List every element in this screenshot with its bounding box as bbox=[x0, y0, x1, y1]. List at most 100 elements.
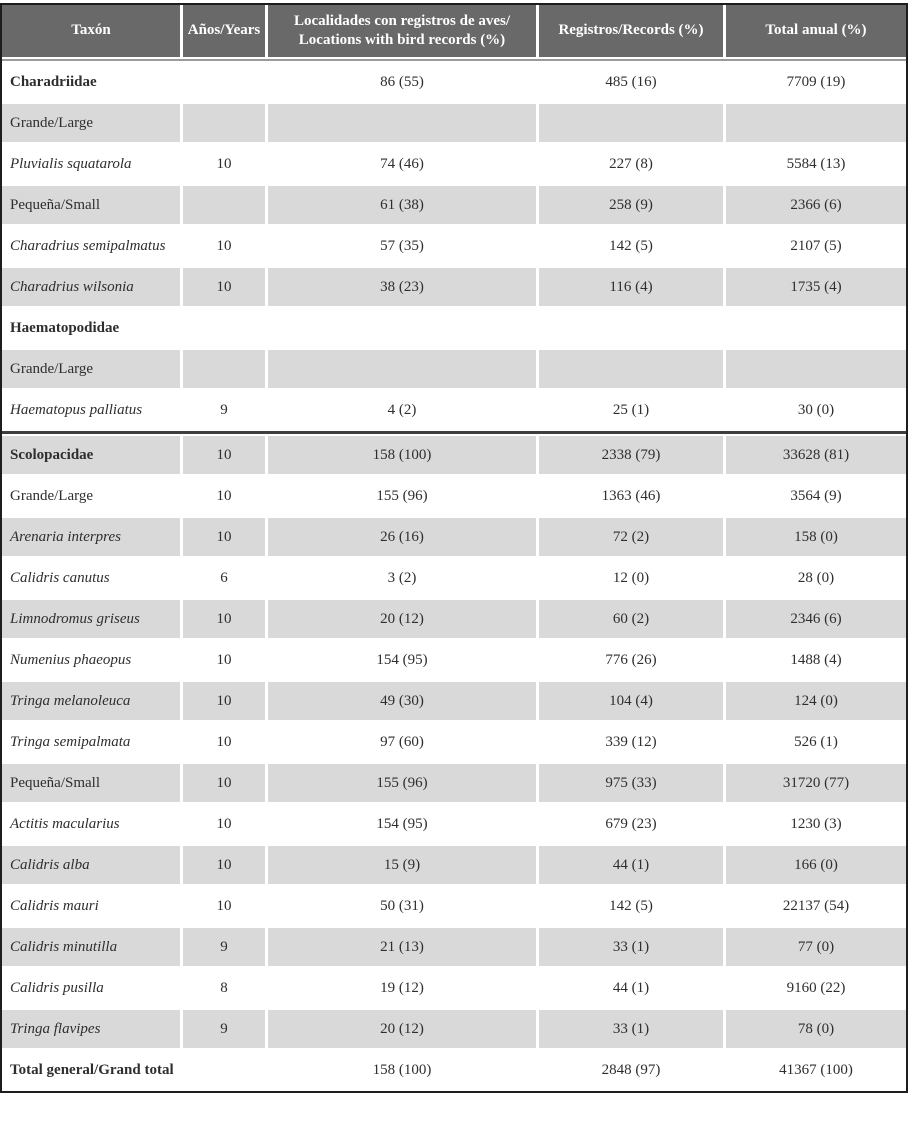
records-cell: 104 (4) bbox=[539, 682, 723, 720]
col-header-records: Registros/Records (%) bbox=[539, 5, 723, 57]
records-cell: 142 (5) bbox=[609, 898, 653, 914]
taxon-cell: Actitis macularius bbox=[10, 816, 120, 832]
header-divider bbox=[2, 59, 906, 61]
total-cell: 158 (0) bbox=[726, 518, 906, 556]
table-row: Charadrius wilsonia 10 38 (23) 116 (4) 1735 … bbox=[2, 268, 906, 306]
years-cell: 10 bbox=[183, 764, 265, 802]
locations-cell: 74 (46) bbox=[380, 156, 424, 172]
table-row: Tringa melanoleuca 10 49 (30) 104 (4) 124 (0… bbox=[2, 682, 906, 720]
total-cell: 5584 (13) bbox=[786, 156, 846, 172]
records-cell: 776 (26) bbox=[605, 652, 657, 668]
taxon-cell: Tringa flavipes bbox=[2, 1010, 180, 1048]
total-cell: 31720 (77) bbox=[726, 764, 906, 802]
records-cell: 142 (5) bbox=[609, 238, 653, 254]
locations-cell: 20 (12) bbox=[268, 1010, 536, 1048]
taxon-cell: Pluvialis squatarola bbox=[10, 156, 132, 172]
table-row: Calidris minutilla 9 21 (13) 33 (1) 77 (0) bbox=[2, 928, 906, 966]
records-cell: 1363 (46) bbox=[601, 488, 661, 504]
col-header-total: Total anual (%) bbox=[726, 5, 906, 57]
years-cell: 9 bbox=[183, 1010, 265, 1048]
locations-cell: 3 (2) bbox=[387, 570, 417, 586]
total-cell: 3564 (9) bbox=[790, 488, 842, 504]
taxon-cell: Numenius phaeopus bbox=[10, 652, 132, 668]
records-cell: 258 (9) bbox=[539, 186, 723, 224]
table-row: Haematopus palliatus 9 4 (2) 25 (1) 30 (0) bbox=[2, 391, 906, 429]
records-cell: 679 (23) bbox=[605, 816, 657, 832]
years-cell: 9 bbox=[220, 402, 228, 418]
table-row: Scolopacidae 10 158 (100) 2338 (79) 33628 (8… bbox=[2, 436, 906, 474]
total-cell bbox=[726, 350, 906, 388]
total-cell: 77 (0) bbox=[726, 928, 906, 966]
table-row: Pequeña/Small 10 155 (96) 975 (33) 31720 (77… bbox=[2, 764, 906, 802]
total-cell: 9160 (22) bbox=[786, 980, 846, 996]
years-cell: 10 bbox=[216, 238, 232, 254]
taxon-cell: Charadriidae bbox=[10, 74, 97, 90]
taxon-cell: Limnodromus griseus bbox=[2, 600, 180, 638]
records-cell bbox=[539, 104, 723, 142]
table-row: Arenaria interpres 10 26 (16) 72 (2) 158 (0) bbox=[2, 518, 906, 556]
table-body: Charadriidae 86 (55) 485 (16) 7709 (19) Gran… bbox=[2, 63, 906, 1089]
col-header-taxon: Taxón bbox=[2, 5, 180, 57]
col-header-locations-line1: Localidades con registros de aves/ bbox=[293, 12, 511, 29]
total-cell: 526 (1) bbox=[794, 734, 838, 750]
table-row: Charadriidae 86 (55) 485 (16) 7709 (19) bbox=[2, 63, 906, 101]
years-cell: 10 bbox=[183, 600, 265, 638]
records-cell bbox=[539, 350, 723, 388]
total-cell: 22137 (54) bbox=[782, 898, 850, 914]
years-cell: 6 bbox=[220, 570, 228, 586]
taxon-cell: Arenaria interpres bbox=[2, 518, 180, 556]
locations-cell bbox=[268, 350, 536, 388]
locations-cell: 15 (9) bbox=[268, 846, 536, 884]
total-cell: 30 (0) bbox=[797, 402, 835, 418]
years-cell: 10 bbox=[216, 156, 232, 172]
table-row: Grande/Large bbox=[2, 104, 906, 142]
records-cell: 116 (4) bbox=[539, 268, 723, 306]
taxon-cell: Calidris minutilla bbox=[2, 928, 180, 966]
locations-cell: 4 (2) bbox=[387, 402, 417, 418]
taxon-cell: Charadrius semipalmatus bbox=[10, 238, 166, 254]
records-cell: 975 (33) bbox=[539, 764, 723, 802]
records-cell: 12 (0) bbox=[612, 570, 650, 586]
section-divider bbox=[2, 431, 906, 434]
records-cell: 25 (1) bbox=[612, 402, 650, 418]
total-cell: 124 (0) bbox=[726, 682, 906, 720]
table-row: Calidris alba 10 15 (9) 44 (1) 166 (0) bbox=[2, 846, 906, 884]
table-row: Grande/Large bbox=[2, 350, 906, 388]
table-row: Actitis macularius 10 154 (95) 679 (23) 1230… bbox=[2, 805, 906, 843]
records-cell: 44 (1) bbox=[539, 846, 723, 884]
total-cell: 78 (0) bbox=[726, 1010, 906, 1048]
years-cell: 10 bbox=[183, 682, 265, 720]
locations-cell: 49 (30) bbox=[268, 682, 536, 720]
records-cell: 72 (2) bbox=[539, 518, 723, 556]
locations-cell: 61 (38) bbox=[268, 186, 536, 224]
taxon-cell: Calidris mauri bbox=[10, 898, 99, 914]
years-cell bbox=[183, 350, 265, 388]
total-cell: 33628 (81) bbox=[726, 436, 906, 474]
total-cell: 1488 (4) bbox=[790, 652, 842, 668]
taxon-cell: Charadrius wilsonia bbox=[2, 268, 180, 306]
records-cell: 485 (16) bbox=[605, 74, 657, 90]
table-row: Tringa semipalmata 10 97 (60) 339 (12) 526 (… bbox=[2, 723, 906, 761]
bird-records-table: Taxón Años/Years Localidades con registr… bbox=[0, 3, 908, 1093]
records-cell: 227 (8) bbox=[609, 156, 653, 172]
locations-cell: 154 (95) bbox=[376, 816, 428, 832]
taxon-cell: Calidris pusilla bbox=[10, 980, 104, 996]
table-header-row: Taxón Años/Years Localidades con registr… bbox=[2, 5, 906, 57]
years-cell bbox=[183, 63, 265, 101]
table-row: Limnodromus griseus 10 20 (12) 60 (2) 2346 (… bbox=[2, 600, 906, 638]
table-row: Tringa flavipes 9 20 (12) 33 (1) 78 (0) bbox=[2, 1010, 906, 1048]
total-cell bbox=[726, 104, 906, 142]
years-cell: 10 bbox=[183, 268, 265, 306]
taxon-cell: Tringa semipalmata bbox=[10, 734, 131, 750]
locations-cell: 97 (60) bbox=[380, 734, 424, 750]
years-cell: 10 bbox=[216, 898, 232, 914]
locations-cell: 158 (100) bbox=[372, 1062, 432, 1078]
col-header-locations-line2: Locations with bird records (%) bbox=[298, 32, 506, 48]
taxon-cell: Calidris alba bbox=[2, 846, 180, 884]
taxon-cell: Pequeña/Small bbox=[2, 186, 180, 224]
locations-cell bbox=[268, 309, 536, 347]
taxon-cell: Haematopodidae bbox=[10, 320, 120, 336]
table-row: Calidris pusilla 8 19 (12) 44 (1) 9160 (22) bbox=[2, 969, 906, 1007]
locations-cell bbox=[268, 104, 536, 142]
total-cell: 2107 (5) bbox=[790, 238, 842, 254]
